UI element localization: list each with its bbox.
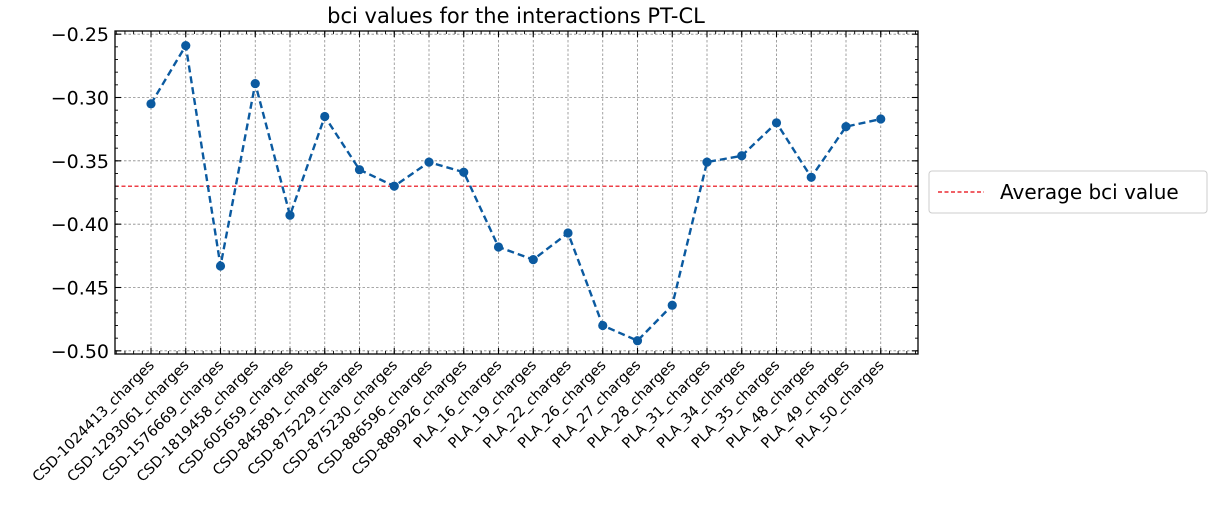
plot-frame bbox=[114, 30, 919, 355]
legend-label-average: Average bci value bbox=[1000, 180, 1179, 204]
data-point bbox=[320, 111, 330, 122]
data-point bbox=[389, 181, 399, 191]
data-point bbox=[424, 157, 434, 167]
data-point bbox=[285, 210, 295, 220]
data-point bbox=[841, 122, 851, 132]
y-tick-label: −0.25 bbox=[51, 24, 109, 46]
y-tick-label: −0.50 bbox=[51, 341, 109, 363]
data-point bbox=[354, 165, 365, 175]
axes bbox=[114, 30, 919, 355]
data-point bbox=[667, 300, 677, 310]
data-point bbox=[771, 118, 782, 128]
data-point bbox=[876, 114, 886, 124]
data-point bbox=[493, 242, 504, 252]
series-layer bbox=[146, 40, 886, 346]
data-point bbox=[146, 99, 156, 109]
data-point bbox=[528, 255, 538, 265]
data-point bbox=[737, 151, 747, 161]
x-tick-labels: CSD-1024413_chargesCSD-1293061_chargesCS… bbox=[30, 358, 888, 486]
legend: Average bci value bbox=[928, 170, 1208, 214]
data-point bbox=[702, 157, 712, 167]
data-point bbox=[632, 336, 643, 346]
data-point bbox=[563, 228, 573, 238]
y-tick-label: −0.35 bbox=[51, 151, 109, 173]
data-point bbox=[181, 40, 191, 51]
data-point bbox=[459, 167, 469, 177]
y-tick-labels: −0.25 −0.30 −0.35 −0.40 −0.45 −0.50 bbox=[51, 24, 109, 363]
y-tick-label: −0.45 bbox=[51, 278, 109, 300]
legend-box bbox=[928, 170, 1208, 214]
series-line bbox=[149, 42, 882, 343]
data-point bbox=[215, 261, 226, 271]
y-tick-label: −0.30 bbox=[51, 88, 109, 110]
data-point bbox=[250, 78, 260, 89]
y-tick-label: −0.40 bbox=[51, 214, 109, 236]
grid bbox=[115, 31, 918, 354]
chart-title: bci values for the interactions PT-CL bbox=[327, 4, 705, 28]
data-point bbox=[806, 172, 816, 182]
data-point bbox=[598, 320, 608, 331]
